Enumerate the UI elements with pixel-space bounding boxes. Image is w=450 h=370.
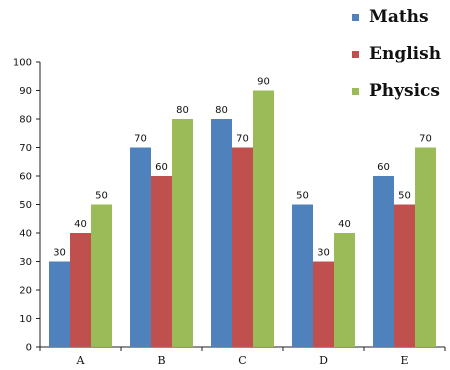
y-tick-label: 0 [26, 343, 32, 354]
data-label: 70 [134, 134, 147, 145]
data-label: 30 [53, 248, 66, 259]
data-label: 40 [338, 219, 351, 230]
bar-physics-b [172, 119, 193, 347]
legend-swatch-maths [352, 14, 359, 21]
data-label: 70 [419, 134, 432, 145]
x-category-label: A [76, 354, 86, 367]
bar-series-group [49, 90, 436, 347]
y-axis: 0 10 20 30 40 50 60 70 80 90 100 [13, 58, 41, 354]
x-axis: A B C D E [39, 346, 446, 367]
bar-physics-c [253, 90, 274, 347]
bar-english-c [232, 147, 253, 347]
legend-label: English [369, 44, 441, 64]
bar-physics-d [334, 233, 355, 347]
chart-legend: Maths English Physics [352, 7, 441, 101]
bar-maths-b [130, 147, 151, 347]
bar-english-e [394, 204, 415, 347]
y-tick-label: 40 [19, 229, 32, 240]
data-label: 30 [317, 248, 330, 259]
bar-physics-a [91, 204, 112, 347]
y-tick-label: 60 [19, 172, 32, 183]
data-label: 50 [296, 191, 309, 202]
y-tick-label: 80 [19, 115, 32, 126]
data-label: 70 [236, 134, 249, 145]
bar-maths-e [373, 176, 394, 347]
x-category-label: D [319, 354, 328, 367]
data-label: 50 [398, 191, 411, 202]
x-category-label: E [400, 354, 408, 367]
data-label: 60 [377, 162, 390, 173]
legend-swatch-physics [352, 88, 359, 95]
data-labels-group: 30 40 50 70 60 80 80 70 90 50 30 40 60 50 70 [53, 77, 432, 259]
data-label: 80 [176, 105, 189, 116]
y-tick-label: 70 [19, 143, 32, 154]
bar-english-d [313, 261, 334, 347]
data-label: 60 [155, 162, 168, 173]
y-tick-label: 50 [19, 200, 32, 211]
y-tick-label: 20 [19, 286, 32, 297]
data-label: 50 [95, 191, 108, 202]
y-tick-label: 100 [13, 58, 32, 69]
y-tick-label: 90 [19, 86, 32, 97]
legend-label: Physics [369, 81, 440, 101]
bar-physics-e [415, 147, 436, 347]
bar-maths-c [211, 119, 232, 347]
data-label: 90 [257, 77, 270, 88]
legend-label: Maths [369, 7, 429, 27]
data-label: 40 [74, 219, 87, 230]
x-category-label: B [157, 354, 165, 367]
y-tick-label: 10 [19, 314, 32, 325]
bar-english-b [151, 176, 172, 347]
bar-maths-a [49, 261, 70, 347]
data-label: 80 [215, 105, 228, 116]
x-category-label: C [238, 354, 246, 367]
y-tick-label: 30 [19, 257, 32, 268]
bar-maths-d [292, 204, 313, 347]
legend-swatch-english [352, 51, 359, 58]
bar-english-a [70, 233, 91, 347]
